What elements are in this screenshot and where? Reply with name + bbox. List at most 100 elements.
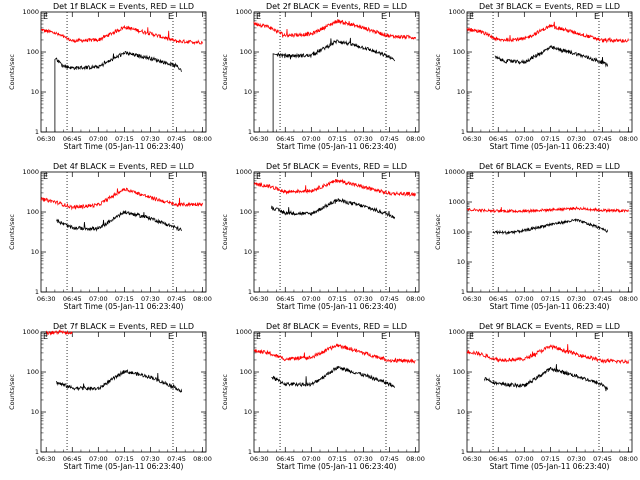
x-tick-label: 07:00 bbox=[302, 135, 321, 143]
x-tick-label: 06:45 bbox=[489, 295, 508, 303]
y-tick-label: 10 bbox=[244, 248, 252, 256]
y-tick-label: 1000 bbox=[448, 8, 465, 16]
y-tick-label: 100 bbox=[240, 208, 252, 216]
x-tick-label: 07:15 bbox=[541, 295, 560, 303]
x-tick-label: 07:15 bbox=[115, 295, 134, 303]
y-tick-label: 10 bbox=[457, 408, 465, 416]
x-tick-label: 07:15 bbox=[115, 455, 134, 463]
x-axis-label: Start Time (05-Jan-11 06:23:40) bbox=[64, 462, 184, 471]
x-axis-label: Start Time (05-Jan-11 06:23:40) bbox=[490, 142, 610, 151]
lld-rate-line bbox=[40, 187, 203, 211]
x-tick-label: 06:30 bbox=[463, 135, 482, 143]
detector-panel-3: Det 3f BLACK = Events, RED = LLD 1 10 100 10… bbox=[427, 0, 640, 160]
events-rate-line bbox=[492, 218, 609, 236]
x-axis-label: Start Time (05-Jan-11 06:23:40) bbox=[277, 302, 397, 311]
chart-title: Det 3f BLACK = Events, RED = LLD bbox=[479, 2, 620, 11]
x-tick-label: 07:15 bbox=[328, 295, 347, 303]
y-tick-label: 10 bbox=[457, 258, 465, 266]
corner-mark: E bbox=[381, 332, 386, 341]
x-tick-label: 07:15 bbox=[328, 135, 347, 143]
detector-chart-svg: Det 6f BLACK = Events, RED = LLD 1 10 100 10… bbox=[434, 162, 638, 311]
x-tick-label: 08:00 bbox=[406, 135, 425, 143]
y-tick-label: 10 bbox=[457, 88, 465, 96]
plot-frame bbox=[253, 11, 420, 133]
events-rate-line bbox=[494, 44, 609, 68]
x-tick-label: 08:00 bbox=[193, 135, 212, 143]
y-tick-label: 100 bbox=[27, 368, 39, 376]
detector-chart-svg: Det 9f BLACK = Events, RED = LLD 1 10 100 10… bbox=[434, 322, 638, 471]
x-axis-label: Start Time (05-Jan-11 06:23:40) bbox=[277, 462, 397, 471]
y-axis-label: Counts/sec bbox=[434, 214, 442, 250]
plot-frame bbox=[40, 171, 207, 293]
y-tick-label: 1 bbox=[248, 448, 252, 456]
x-tick-label: 07:45 bbox=[380, 455, 399, 463]
lld-rate-line bbox=[466, 21, 629, 44]
y-tick-label: 1 bbox=[461, 448, 465, 456]
plot-frame bbox=[466, 331, 633, 453]
lld-rate-line bbox=[46, 328, 73, 336]
x-tick-label: 06:30 bbox=[463, 455, 482, 463]
x-tick-label: 06:30 bbox=[463, 295, 482, 303]
x-tick-label: 07:00 bbox=[515, 135, 534, 143]
x-tick-label: 07:00 bbox=[515, 295, 534, 303]
y-tick-label: 1000 bbox=[235, 328, 252, 336]
chart-title: Det 6f BLACK = Events, RED = LLD bbox=[479, 162, 620, 171]
x-tick-label: 07:30 bbox=[354, 135, 373, 143]
events-rate-line bbox=[56, 210, 182, 232]
detector-panel-1: Det 1f BLACK = Events, RED = LLD 1 10 100 10… bbox=[1, 0, 214, 160]
x-axis-label: Start Time (05-Jan-11 06:23:40) bbox=[64, 142, 184, 151]
y-tick-label: 10 bbox=[31, 248, 39, 256]
y-tick-label: 10 bbox=[244, 88, 252, 96]
x-tick-label: 07:45 bbox=[593, 455, 612, 463]
y-axis-label: Counts/sec bbox=[434, 374, 442, 410]
detector-chart-svg: Det 5f BLACK = Events, RED = LLD 1 10 100 10… bbox=[221, 162, 425, 311]
corner-mark: E bbox=[43, 332, 48, 341]
y-tick-label: 1000 bbox=[22, 168, 39, 176]
detector-panel-5: Det 5f BLACK = Events, RED = LLD 1 10 100 10… bbox=[214, 160, 427, 320]
x-tick-label: 06:45 bbox=[63, 135, 82, 143]
x-tick-label: 07:45 bbox=[593, 295, 612, 303]
x-tick-label: 07:30 bbox=[354, 455, 373, 463]
y-tick-label: 1000 bbox=[22, 8, 39, 16]
y-tick-label: 1 bbox=[461, 128, 465, 136]
y-tick-label: 10000 bbox=[444, 168, 465, 176]
x-tick-label: 08:00 bbox=[619, 135, 638, 143]
detector-chart-svg: Det 1f BLACK = Events, RED = LLD 1 10 100 10… bbox=[8, 2, 212, 151]
lld-rate-line bbox=[466, 206, 629, 215]
x-tick-label: 06:45 bbox=[489, 455, 508, 463]
x-tick-label: 08:00 bbox=[193, 455, 212, 463]
plot-frame bbox=[253, 171, 420, 293]
x-tick-label: 06:30 bbox=[250, 455, 269, 463]
x-tick-label: 07:30 bbox=[567, 455, 586, 463]
y-tick-label: 1 bbox=[35, 288, 39, 296]
x-tick-label: 07:00 bbox=[89, 455, 108, 463]
y-axis-label: Counts/sec bbox=[8, 54, 16, 90]
y-tick-label: 100 bbox=[453, 48, 465, 56]
corner-mark: E bbox=[256, 172, 261, 181]
x-tick-label: 07:00 bbox=[302, 455, 321, 463]
lld-rate-line bbox=[253, 178, 416, 197]
x-tick-label: 07:30 bbox=[141, 455, 160, 463]
y-tick-label: 1 bbox=[248, 128, 252, 136]
x-tick-label: 07:30 bbox=[567, 295, 586, 303]
x-tick-label: 07:15 bbox=[541, 455, 560, 463]
y-axis-label: Counts/sec bbox=[434, 54, 442, 90]
y-tick-label: 1000 bbox=[448, 328, 465, 336]
x-tick-label: 07:45 bbox=[380, 135, 399, 143]
lld-rate-line bbox=[466, 344, 629, 365]
corner-mark: E bbox=[256, 12, 261, 21]
y-axis-label: Counts/sec bbox=[221, 374, 229, 410]
y-tick-label: 1 bbox=[461, 288, 465, 296]
events-rate-line bbox=[272, 37, 396, 132]
corner-mark: E bbox=[43, 12, 48, 21]
x-axis-label: Start Time (05-Jan-11 06:23:40) bbox=[64, 302, 184, 311]
corner-mark: E bbox=[469, 332, 474, 341]
chart-title: Det 9f BLACK = Events, RED = LLD bbox=[479, 322, 620, 331]
x-axis-label: Start Time (05-Jan-11 06:23:40) bbox=[490, 302, 610, 311]
detector-panel-2: Det 2f BLACK = Events, RED = LLD 1 10 100 10… bbox=[214, 0, 427, 160]
x-tick-label: 07:00 bbox=[89, 295, 108, 303]
y-axis-label: Counts/sec bbox=[221, 54, 229, 90]
y-tick-label: 10 bbox=[31, 408, 39, 416]
y-tick-label: 100 bbox=[27, 208, 39, 216]
